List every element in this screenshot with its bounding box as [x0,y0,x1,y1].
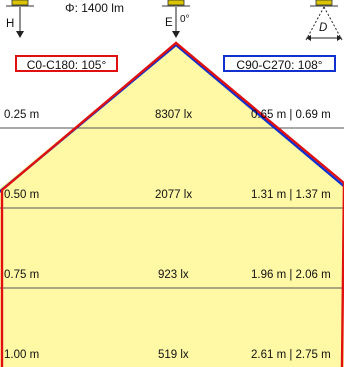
row-2-diameter: 1.31 m | 1.37 m [251,189,331,201]
row-4-illuminance: 519 lx [158,349,189,361]
row-4-distance: 1.00 m [4,349,40,361]
row-1-diameter: 0.65 m | 0.69 m [251,109,331,121]
illuminance-symbol: E [165,17,173,29]
diameter-symbol: D [319,22,328,34]
row-2-illuminance: 2077 lx [155,189,193,201]
height-symbol: H [6,18,15,30]
row-1-distance: 0.25 m [4,109,40,121]
row-1-illuminance: 8307 lx [155,109,193,121]
flux-value: Φ: 1400 lm [65,1,124,15]
row-2-distance: 0.50 m [4,189,40,201]
row-3-illuminance: 923 lx [158,269,189,281]
diameter-icon [305,0,343,41]
light-cone-fill [0,44,344,367]
row-3-distance: 0.75 m [4,269,40,281]
c0-c180-angle-label: C0-C180: 105° [15,55,118,72]
c0-c180-beam-edge [0,41,344,367]
row-4-diameter: 2.61 m | 2.75 m [251,349,331,361]
c90-c270-angle-label: C90-C270: 108° [223,55,336,72]
illuminance-icon [162,0,190,38]
height-icon [6,0,34,38]
angle-label: 0° [180,14,190,25]
row-3-diameter: 1.96 m | 2.06 m [251,269,331,281]
